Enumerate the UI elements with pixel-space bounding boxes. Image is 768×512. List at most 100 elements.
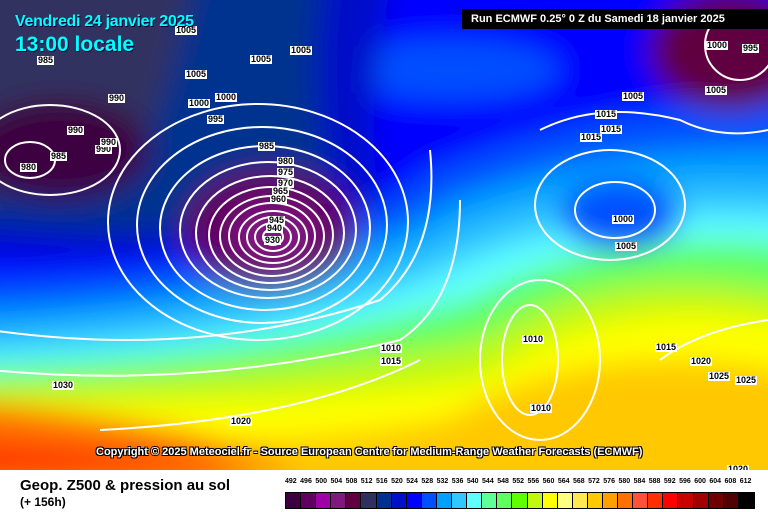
isobar-label: 1010 [522,334,545,344]
isobar-label: 1025 [735,375,758,385]
copyright: Copyright © 2025 Meteociel.fr - Source E… [96,446,643,458]
legend-label: 548 [497,478,509,485]
legend-swatch [572,493,588,508]
legend-label: 544 [482,478,494,485]
isobar-label: 1000 [215,92,238,102]
legend-swatch [648,493,664,508]
isobar-label: 975 [277,167,295,177]
legend-swatch [663,493,679,508]
legend-swatch [452,493,468,508]
legend-label: 504 [330,478,343,485]
isobar-label: 1000 [706,40,729,50]
legend-swatch [618,493,634,508]
forecast-date: Vendredi 24 janvier 2025 [15,13,194,30]
isobar-label: 1020 [230,416,253,426]
legend-swatch [602,493,619,508]
legend-labels: 492 496 500 504 508 512 516 520 524 528 532 536 540 5… [285,478,755,488]
isobar-label: 970 [277,178,295,188]
legend-swatch [436,493,453,508]
isobar-label: 1015 [655,342,678,352]
isobar-label: 985 [37,55,55,65]
forecast-time: 13:00 locale [15,33,135,56]
legend-swatch [512,493,528,508]
legend-swatch [376,493,392,508]
legend-label: 552 [512,478,525,485]
legend-swatch [421,493,437,508]
legend-swatch [346,493,362,508]
isobar-label: 995 [207,114,225,124]
isobar-label: 945 [268,215,286,225]
legend-swatch [391,493,407,508]
legend-label: 576 [603,478,615,485]
isobar-label: 985 [50,151,68,161]
isobar-label: 1030 [52,380,75,390]
legend-label: 572 [588,478,600,485]
isobar-label: 1005 [705,85,728,95]
legend-swatch [557,493,573,508]
isobar-label: 1020 [690,356,713,366]
isobar-label: 980 [20,162,38,172]
isobar-label: 1010 [530,403,553,413]
isobar-label: 1015 [600,124,623,134]
legend-label: 608 [724,478,737,485]
legend-label: 524 [406,478,418,485]
isobar-label: 1005 [250,54,273,64]
isobar-label: 1005 [615,241,638,251]
legend-label: 532 [436,478,449,485]
legend-swatch [286,493,302,508]
legend-label: 588 [648,478,661,485]
isobar-label: 1015 [580,132,603,142]
legend-swatch [693,493,709,508]
weather-map: 1005 985 1005 1005 1005 990 1000 1000 990 995 990 9… [0,0,768,470]
legend-swatch [331,493,347,508]
forecast-hour: (+ 156h) [20,495,66,509]
legend-swatch [497,493,513,508]
isobar-label: 1000 [612,214,635,224]
isobar-label: 1020 [727,465,750,470]
legend-label: 540 [466,478,479,485]
legend-label: 592 [663,478,676,485]
legend-swatch [361,493,377,508]
footer: Geop. Z500 & pression au sol (+ 156h) 49… [0,470,768,512]
legend-label: 580 [618,478,631,485]
legend-swatch [633,493,649,508]
isobar-label: 1010 [380,343,403,353]
isobar-label: 960 [270,194,288,204]
legend-swatch [678,493,694,508]
legend-label: 496 [300,478,312,485]
legend-label: 508 [345,478,358,485]
legend-bar [285,492,755,509]
isobar-label: 990 [95,144,113,154]
isobar-label: 990 [100,137,118,147]
legend-label: 612 [739,478,752,485]
legend-label: 520 [391,478,403,485]
isobar-label: 940 [266,223,284,233]
legend-label: 556 [527,478,540,485]
legend-swatch [301,493,317,508]
legend-swatch [316,493,332,508]
legend-swatch [527,493,543,508]
isobar-label: 1000 [188,98,211,108]
legend-swatch [467,493,483,508]
isobar-label: 995 [742,43,760,53]
model-run-info: Run ECMWF 0.25° 0 Z du Samedi 18 janvier… [462,9,768,29]
legend-swatch [587,493,603,508]
legend-label: 536 [451,478,464,485]
legend-label: 492 [285,478,297,485]
legend-label: 584 [633,478,646,485]
legend-swatch [708,493,724,508]
isobar-label: 980 [277,156,295,166]
isobar-label: 1015 [595,109,618,119]
map-title: Geop. Z500 & pression au sol [20,477,231,494]
isobar-label: 1005 [290,45,313,55]
legend-label: 560 [542,478,555,485]
legend-label: 604 [709,478,722,485]
legend-label: 564 [557,478,570,485]
isobar-label: 1005 [622,91,645,101]
legend-swatch [482,493,498,508]
legend-label: 516 [375,478,388,485]
isobar-label: 990 [67,125,85,135]
legend-swatch [723,493,739,508]
legend-label: 596 [679,478,691,485]
legend-swatch [406,493,422,508]
